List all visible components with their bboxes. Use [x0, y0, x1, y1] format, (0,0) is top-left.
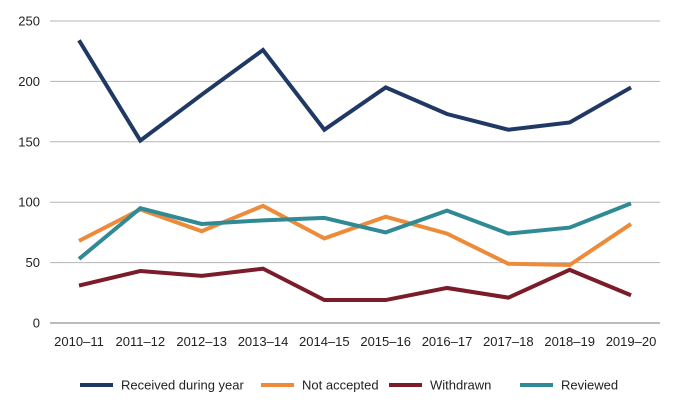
x-tick-label: 2018–19 — [544, 334, 595, 349]
x-tick-label: 2014–15 — [299, 334, 350, 349]
x-axis-ticks: 2010–11 2011–12 2012–13 2013–14 2014–15 2015–… — [54, 334, 656, 349]
x-tick-label: 2019–20 — [606, 334, 657, 349]
legend: Received during year Not accepted Withdraw… — [80, 378, 618, 393]
legend-label: Not accepted — [302, 378, 379, 393]
series-line-0 — [77, 39, 632, 144]
legend-label: Withdrawn — [430, 378, 491, 393]
y-tick-label: 200 — [18, 74, 40, 89]
x-tick-label: 2011–12 — [116, 334, 166, 349]
y-tick-label: 50 — [26, 255, 40, 270]
x-tick-label: 2016–17 — [422, 334, 473, 349]
legend-label: Reviewed — [561, 378, 618, 393]
y-tick-label: 100 — [18, 195, 40, 210]
y-tick-label: 150 — [18, 134, 40, 149]
x-tick-label: 2012–13 — [176, 334, 227, 349]
x-tick-label: 2017–18 — [483, 334, 534, 349]
x-tick-label: 2015–16 — [360, 334, 411, 349]
gridlines — [50, 20, 660, 324]
y-axis-ticks: 0 50 100 150 200 250 — [18, 14, 40, 331]
y-tick-label: 0 — [33, 316, 40, 331]
series-line-1 — [78, 203, 633, 268]
y-tick-label: 250 — [18, 14, 40, 29]
series-line-2 — [78, 266, 632, 303]
series-line-3 — [77, 201, 632, 261]
x-tick-label: 2010–11 — [54, 334, 104, 349]
legend-label: Received during year — [121, 378, 245, 393]
x-tick-label: 2013–14 — [238, 334, 289, 349]
series-lines — [77, 39, 633, 303]
